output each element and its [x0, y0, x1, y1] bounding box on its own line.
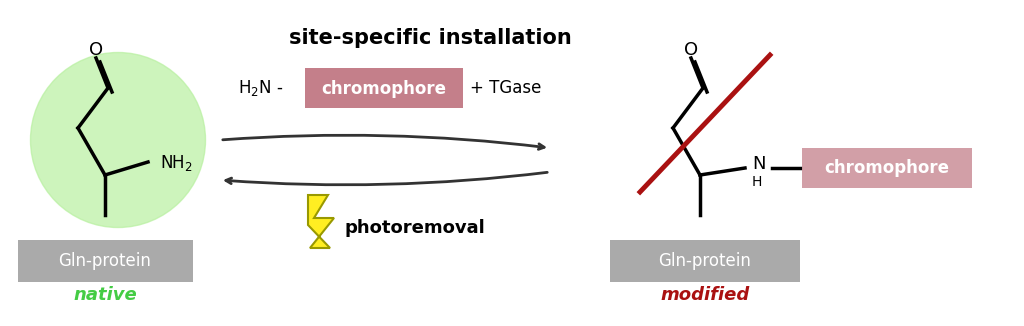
Text: Gln-protein: Gln-protein — [58, 252, 152, 270]
Text: modified: modified — [660, 286, 750, 304]
Text: chromophore: chromophore — [322, 80, 446, 98]
Text: Gln-protein: Gln-protein — [658, 252, 752, 270]
Text: N: N — [752, 155, 766, 173]
Text: H$_2$N -: H$_2$N - — [238, 78, 284, 98]
Text: NH$_2$: NH$_2$ — [160, 153, 193, 173]
FancyBboxPatch shape — [610, 240, 800, 282]
Text: native: native — [73, 286, 137, 304]
FancyBboxPatch shape — [802, 148, 972, 188]
Polygon shape — [308, 195, 334, 248]
Text: H: H — [752, 175, 762, 189]
Text: + TGase: + TGase — [470, 79, 542, 97]
Text: photoremoval: photoremoval — [345, 219, 485, 237]
FancyBboxPatch shape — [18, 240, 193, 282]
Ellipse shape — [31, 52, 206, 228]
FancyBboxPatch shape — [305, 68, 463, 108]
Text: site-specific installation: site-specific installation — [289, 28, 571, 48]
Text: O: O — [684, 41, 698, 59]
Text: O: O — [89, 41, 103, 59]
Text: chromophore: chromophore — [824, 159, 949, 177]
